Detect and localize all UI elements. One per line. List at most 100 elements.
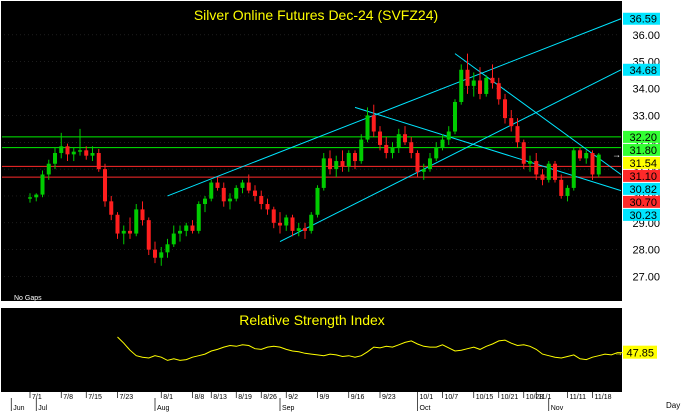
rsi-panel [1,308,622,392]
value-tag-label: 31.10 [629,171,657,183]
candle-body [59,146,64,153]
value-tag [623,156,660,169]
value-tag-label: 36.59 [629,14,657,26]
rsi-line [117,336,624,361]
candle-body [390,147,395,153]
candle-body [46,163,51,175]
rsi-arrow: → [614,348,623,358]
candle-body [128,230,132,234]
candle-body [103,169,107,202]
candle-body [84,150,89,156]
candle-body [240,182,245,188]
candle-body [440,139,445,148]
candle-body [384,144,389,153]
candle-body [209,182,214,199]
candle-body [309,214,314,231]
x-tick-label: 11/18 [595,394,612,401]
value-tag-label: 30.23 [629,210,657,222]
trend-line [167,18,622,197]
candle-body [396,134,401,148]
y-tick-label: 28.00 [632,245,660,257]
value-tag-label: 32.20 [629,132,657,144]
chart-title: Silver Online Futures Dec-24 (SVFZ24) [194,7,438,23]
candle-body [496,83,501,100]
candle-body [278,222,282,226]
rsi-value-tag [623,345,657,359]
candle-body [234,187,239,199]
candle-body [71,151,76,155]
x-tick-label: 8/13 [213,394,227,401]
value-tag [623,195,660,208]
period-label: Day [666,401,680,410]
candle-body [90,153,95,156]
candle-body [578,150,582,159]
candle-body [146,220,151,250]
rsi-title: Relative Strength Index [239,312,385,328]
candle-body [190,225,195,231]
x-tick-label: 10/1 [420,394,434,401]
x-tick-label: 7/15 [88,394,102,401]
month-label: Jun [13,405,24,412]
candle-body [465,69,470,86]
candle-body [478,80,482,94]
candle-body [365,115,370,140]
x-tick-label: 10/7 [445,394,459,401]
x-tick-label: 11/1 [538,394,551,401]
value-tag [623,12,660,25]
candle-body [271,209,276,223]
candle-body [590,153,595,175]
candle-body [584,153,589,159]
value-tag [623,182,660,195]
candle-body [115,214,120,234]
x-tick-label: 8/1 [163,394,173,401]
candle-body [421,169,426,172]
candle-body [565,187,570,196]
month-label: Nov [551,405,564,412]
candle-body [134,209,139,234]
value-tag-label: 30.82 [629,184,657,196]
candle-body [246,182,251,191]
x-tick-label: 9/23 [382,394,396,401]
candle-body [559,179,564,196]
trend-line [279,69,622,243]
candle-body [328,158,332,170]
value-tag-label: 34.68 [629,65,657,77]
candle-body [484,77,489,94]
x-tick-label: 8/8 [195,394,205,401]
candle-body [259,195,264,205]
rsi-value-label: 47.85 [626,348,654,360]
candle-body [184,225,189,231]
candle-body [290,217,295,231]
month-label: Oct [420,405,431,412]
candle-body [321,158,326,188]
candle-body [265,204,270,210]
x-tick-label: 11/11 [570,394,587,401]
candle-body [53,153,57,164]
value-tag-label: 31.80 [629,145,657,157]
candle-body [428,158,432,170]
x-tick-label: 9/16 [351,394,365,401]
candle-body [140,209,145,221]
value-tag [623,208,660,221]
x-tick-label: 7/8 [63,394,73,401]
candle-body [296,228,301,231]
candle-body [153,249,157,258]
candle-body [415,153,420,172]
value-tag [623,63,660,76]
candle-body [203,198,207,205]
candle-body [378,131,382,145]
candle-body [571,150,576,188]
candle-body [165,244,170,253]
candle-body [546,163,551,180]
candle-body [121,230,126,234]
candle-body [503,99,507,119]
candle-body [471,80,476,86]
candle-body [346,153,351,167]
y-tick-label: 34.00 [632,84,660,96]
candle-body [446,131,451,140]
candle-body [453,101,457,132]
y-tick-label: 36.00 [632,30,660,42]
candle-body [28,197,32,199]
